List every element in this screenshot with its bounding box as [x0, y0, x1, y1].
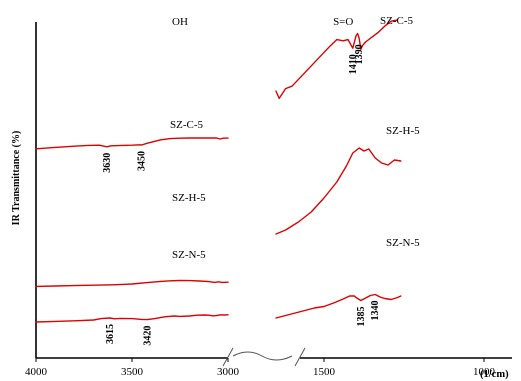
series-line-sz-n-5-right — [275, 293, 402, 319]
series-label-left: SZ-H-5 — [172, 192, 206, 204]
x-tick-label: 3500 — [121, 366, 144, 378]
series-line-sz-c-5-left — [35, 137, 229, 150]
x-tick-label: 3000 — [217, 366, 240, 378]
region-labels: OH S=O — [172, 16, 353, 28]
series-line-sz-n-5-left — [35, 314, 229, 323]
series-line-sz-h-5-left — [35, 279, 229, 288]
region-label: OH — [172, 16, 188, 28]
x-tick-label: 4000 — [25, 366, 48, 378]
x-ticks: 4000 3500 3000 1500 1000 — [25, 358, 496, 378]
series-label-left: SZ-C-5 — [170, 119, 204, 131]
series-label-right: SZ-H-5 — [386, 125, 420, 137]
x-unit-label: (1/cm) — [480, 369, 509, 380]
peak-annotation: 1410 — [348, 54, 359, 74]
series-labels: SZ-C-5 SZ-C-5 SZ-H-5 SZ-H-5 SZ-N-5 SZ-N-5 — [170, 15, 420, 261]
series-label-right: SZ-C-5 — [380, 15, 414, 27]
series-line-sz-h-5-right — [275, 147, 402, 235]
series-label-right: SZ-N-5 — [386, 237, 420, 249]
axis-break-slash-right — [294, 347, 306, 367]
peak-annotation: 1340 — [370, 301, 381, 321]
x-tick-label: 1500 — [313, 366, 336, 378]
peak-annotation: 3450 — [137, 151, 148, 171]
axis-break-slash-left — [222, 347, 234, 367]
axes — [35, 22, 512, 367]
peak-annotation: 3630 — [102, 153, 113, 173]
axis-break-wave — [232, 351, 293, 361]
peak-annotation: 1390 — [354, 44, 365, 64]
axis-break-mark — [222, 347, 306, 367]
peak-annotation: 3420 — [142, 326, 153, 346]
peak-annotation: 1385 — [356, 307, 367, 327]
region-label: S=O — [333, 16, 353, 28]
series-label-left: SZ-N-5 — [172, 249, 206, 261]
peak-annotation: 3615 — [105, 324, 116, 344]
y-axis-label: IR Transmittance (%) — [11, 131, 22, 226]
series-line-sz-c-5-right — [275, 19, 399, 100]
x-tick-label: 1000 — [473, 366, 496, 378]
series-curves — [35, 19, 402, 323]
